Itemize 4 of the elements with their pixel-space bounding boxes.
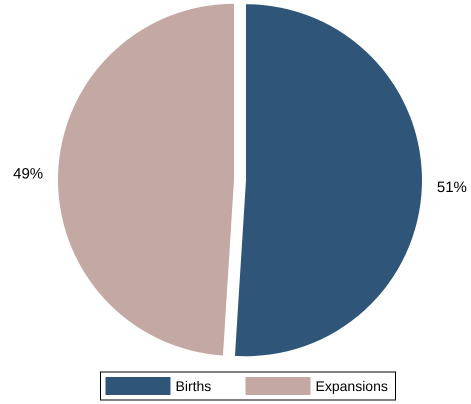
legend-label: Expansions: [316, 378, 388, 394]
legend-label: Births: [176, 378, 212, 394]
data-label: 49%: [13, 166, 44, 183]
data-label: 51%: [436, 178, 467, 196]
